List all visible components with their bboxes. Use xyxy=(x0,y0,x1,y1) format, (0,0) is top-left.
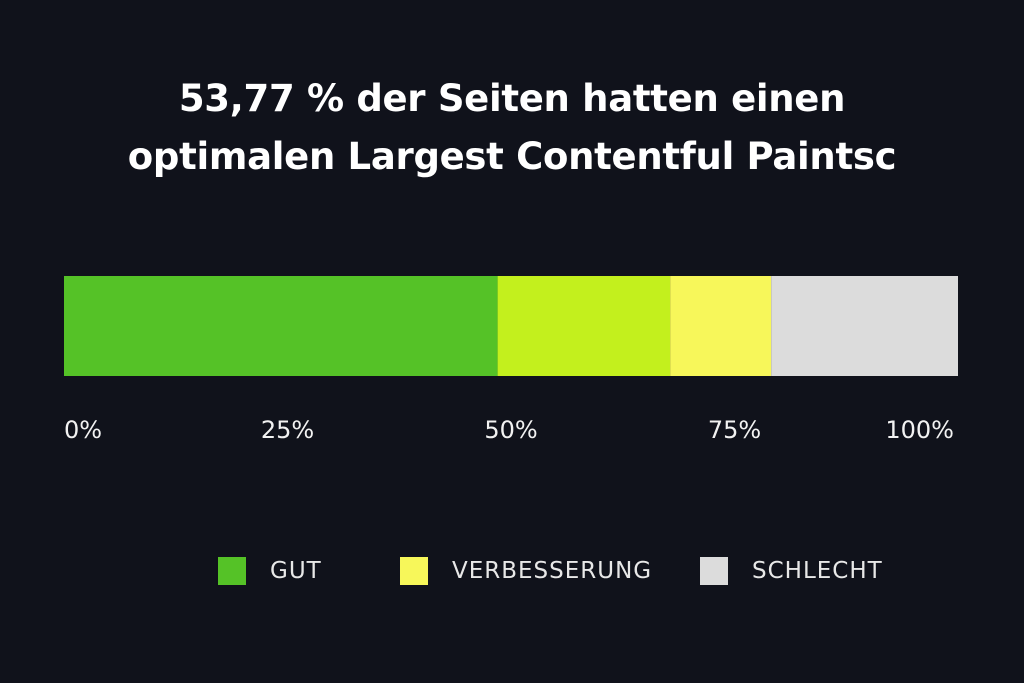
chart-title: 53,77 % der Seiten hatten einen optimale… xyxy=(0,70,1024,186)
legend-item-gut: GUT xyxy=(218,554,322,588)
legend-item-schlecht: SCHLECHT xyxy=(700,554,883,588)
legend-swatch-schlecht xyxy=(700,557,728,585)
chart-legend: GUT VERBESSERUNG SCHLECHT xyxy=(0,554,1024,588)
legend-swatch-gut xyxy=(218,557,246,585)
legend-label-gut: GUT xyxy=(270,558,322,584)
legend-swatch-verbesserung xyxy=(400,557,428,585)
x-tick-label: 75% xyxy=(708,416,761,444)
bar-segment-1 xyxy=(64,276,498,376)
chart-title-line-1: 53,77 % der Seiten hatten einen xyxy=(178,77,846,120)
legend-label-verbesserung: VERBESSERUNG xyxy=(452,558,653,584)
x-axis-tick-labels: 0% 25% 50% 75% 100% xyxy=(64,416,954,444)
x-tick-label: 0% xyxy=(64,416,102,444)
chart-title-line-2: optimalen Largest Contentful Paintsc xyxy=(127,135,897,178)
bar-segment-4 xyxy=(771,276,958,376)
x-tick-label: 50% xyxy=(484,416,537,444)
bar-track xyxy=(64,276,958,376)
bar-segment-2 xyxy=(497,276,671,376)
x-tick-label: 25% xyxy=(261,416,314,444)
legend-item-verbesserung: VERBESSERUNG xyxy=(400,554,652,588)
bar-segment-3 xyxy=(670,276,772,376)
legend-label-schlecht: SCHLECHT xyxy=(752,558,883,584)
x-tick-label: 100% xyxy=(885,416,954,444)
